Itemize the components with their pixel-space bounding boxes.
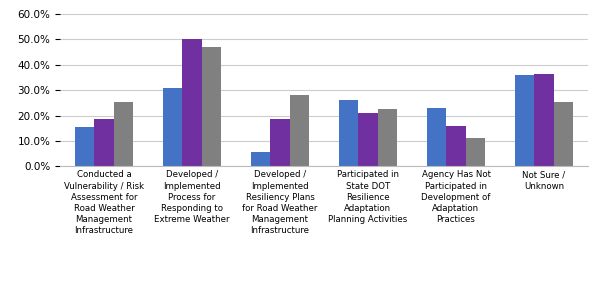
Bar xyxy=(202,47,221,166)
Bar xyxy=(377,109,397,166)
Bar xyxy=(163,88,182,166)
Bar xyxy=(290,95,309,166)
Bar xyxy=(113,102,133,166)
Bar xyxy=(446,126,466,166)
Bar xyxy=(535,74,554,166)
Bar xyxy=(251,152,271,166)
Bar xyxy=(182,40,202,166)
Bar xyxy=(466,138,485,166)
Bar xyxy=(94,119,113,166)
Bar xyxy=(75,127,94,166)
Bar xyxy=(358,113,377,166)
Bar xyxy=(427,108,446,166)
Bar xyxy=(271,119,290,166)
Bar xyxy=(515,75,535,166)
Bar xyxy=(554,102,573,166)
Bar xyxy=(339,100,358,166)
